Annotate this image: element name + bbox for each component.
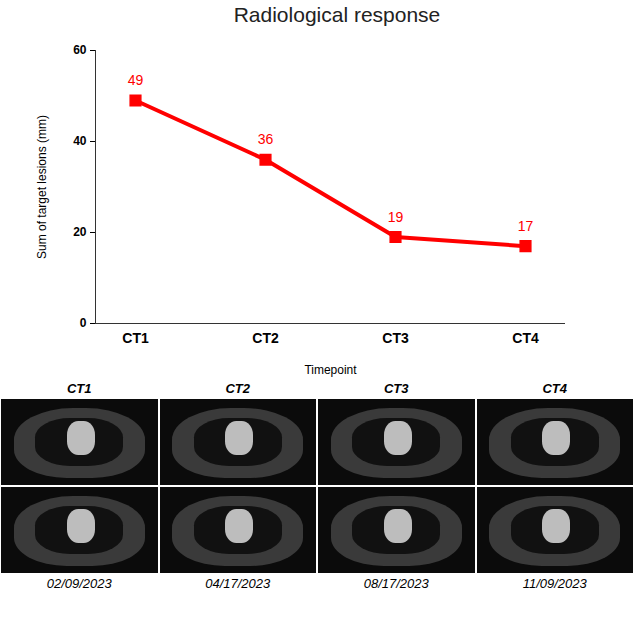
html-text:CT2: CT2	[225, 381, 250, 396]
html-text:04/17/2023: 04/17/2023	[205, 576, 271, 591]
svg-text:CT2: CT2	[252, 330, 279, 346]
html-text:08/17/2023: 08/17/2023	[363, 576, 429, 591]
html-text:02/09/2023: 02/09/2023	[46, 576, 112, 591]
svg-text:0: 0	[80, 316, 87, 330]
svg-text:17: 17	[518, 218, 534, 234]
svg-text:19: 19	[388, 209, 404, 225]
svg-text:20: 20	[73, 225, 87, 239]
html-text:CT1: CT1	[67, 381, 92, 396]
svg-text:CT3: CT3	[382, 330, 409, 346]
html-text:Radiological response: Radiological response	[233, 3, 441, 26]
svg-text:60: 60	[73, 43, 87, 57]
svg-text:Timepoint: Timepoint	[304, 363, 357, 377]
html-text:CT3: CT3	[384, 381, 409, 396]
html-text:11/09/2023: 11/09/2023	[522, 576, 587, 591]
svg-text:49: 49	[128, 72, 144, 88]
html-text:CT4: CT4	[542, 381, 567, 396]
svg-text:Sum of target lesions (mm): Sum of target lesions (mm)	[35, 115, 49, 259]
svg-text:CT1: CT1	[122, 330, 149, 346]
svg-text:CT4: CT4	[512, 330, 539, 346]
svg-text:40: 40	[73, 134, 87, 148]
svg-text:36: 36	[258, 131, 274, 147]
